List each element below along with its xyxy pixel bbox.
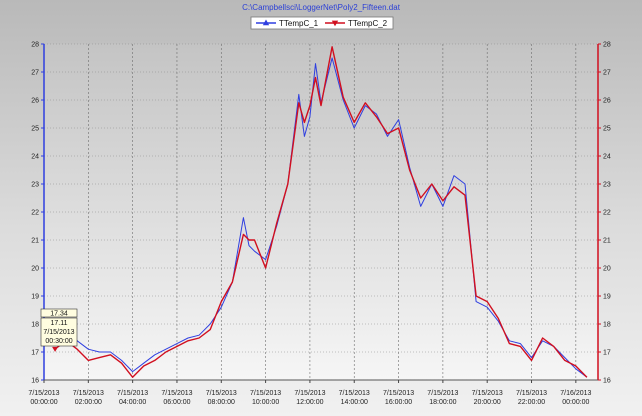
x-tick-time: 00:00:00 <box>562 399 589 406</box>
x-tick-time: 20:00:00 <box>474 399 501 406</box>
x-tick-date: 7/15/2013 <box>206 390 237 397</box>
x-tick-date: 7/15/2013 <box>339 390 370 397</box>
x-tick-date: 7/15/2013 <box>294 390 325 397</box>
x-tick-time: 00:00:00 <box>30 399 57 406</box>
x-tick-time: 06:00:00 <box>163 399 190 406</box>
series-line-ttempc-2 <box>54 46 588 378</box>
right-tick-label: 25 <box>603 126 611 133</box>
tooltip-box-value-1 <box>40 308 78 318</box>
right-tick-label: 23 <box>603 182 611 189</box>
left-tick-label: 27 <box>31 70 39 77</box>
right-tick-label: 28 <box>603 42 611 49</box>
left-tick-label: 25 <box>31 126 39 133</box>
legend-marker-ttempc-1 <box>262 19 270 26</box>
tooltip-time: 00:30:00 <box>45 338 72 345</box>
right-tick-label: 20 <box>603 266 611 273</box>
x-tick-time: 16:00:00 <box>385 399 412 406</box>
right-tick-label: 27 <box>603 70 611 77</box>
left-tick-label: 26 <box>31 98 39 105</box>
left-tick-label: 24 <box>31 154 39 161</box>
tooltip-box-details <box>40 317 78 347</box>
x-tick-time: 18:00:00 <box>429 399 456 406</box>
left-y-axis: 16 17 18 19 20 21 22 23 24 25 26 27 28 <box>31 42 44 385</box>
legend-label-ttempc-2: TTempC_2 <box>348 19 388 28</box>
x-tick-date: 7/15/2013 <box>161 390 192 397</box>
x-tick-date: 7/15/2013 <box>117 390 148 397</box>
right-tick-label: 24 <box>603 154 611 161</box>
cursor-marker-ttempc-2 <box>52 346 59 352</box>
left-tick-label: 21 <box>31 238 39 245</box>
right-tick-label: 21 <box>603 238 611 245</box>
x-tick-time: 04:00:00 <box>119 399 146 406</box>
left-tick-label: 20 <box>31 266 39 273</box>
x-tick-date: 7/15/2013 <box>427 390 458 397</box>
left-tick-label: 18 <box>31 322 39 329</box>
tooltip-date: 7/15/2013 <box>43 329 74 336</box>
right-tick-label: 22 <box>603 210 611 217</box>
x-tick-time: 14:00:00 <box>341 399 368 406</box>
x-tick-date: 7/16/2013 <box>560 390 591 397</box>
right-tick-label: 16 <box>603 378 611 385</box>
x-tick-date: 7/15/2013 <box>73 390 104 397</box>
x-axis: 7/15/2013 00:00:00 7/15/2013 02:00:00 7/15/2… <box>28 380 592 406</box>
x-tick-time: 08:00:00 <box>208 399 235 406</box>
left-tick-label: 16 <box>31 378 39 385</box>
left-tick-label: 17 <box>31 350 39 357</box>
x-tick-date: 7/15/2013 <box>383 390 414 397</box>
tooltip-value-2: 17.11 <box>51 320 68 327</box>
x-tick-time: 22:00:00 <box>518 399 545 406</box>
right-y-axis: 16 17 18 19 20 21 22 23 24 25 26 27 28 <box>598 42 611 385</box>
left-tick-label: 23 <box>31 182 39 189</box>
legend-marker-ttempc-2 <box>331 20 339 27</box>
x-tick-time: 12:00:00 <box>296 399 323 406</box>
left-tick-label: 19 <box>31 294 39 301</box>
right-tick-label: 17 <box>603 350 611 357</box>
legend: TTempC_1 TTempC_2 <box>250 16 394 30</box>
left-tick-label: 28 <box>31 42 39 49</box>
legend-label-ttempc-1: TTempC_1 <box>279 19 319 28</box>
legend-box <box>250 16 394 30</box>
tooltip-value-1: 17.34 <box>50 311 68 318</box>
x-tick-date: 7/15/2013 <box>250 390 281 397</box>
x-tick-time: 10:00:00 <box>252 399 279 406</box>
right-tick-label: 18 <box>603 322 611 329</box>
x-tick-time: 02:00:00 <box>75 399 102 406</box>
x-tick-date: 7/15/2013 <box>516 390 547 397</box>
x-tick-date: 7/15/2013 <box>28 390 59 397</box>
chart-title: C:\Campbellsci\LoggerNet\Poly2_Fifteen.d… <box>242 3 401 12</box>
right-tick-label: 26 <box>603 98 611 105</box>
cursor-tooltip: 17.34 17.11 7/15/2013 00:30:00 <box>40 308 78 347</box>
right-tick-label: 19 <box>603 294 611 301</box>
x-tick-date: 7/15/2013 <box>472 390 503 397</box>
left-tick-label: 22 <box>31 210 39 217</box>
